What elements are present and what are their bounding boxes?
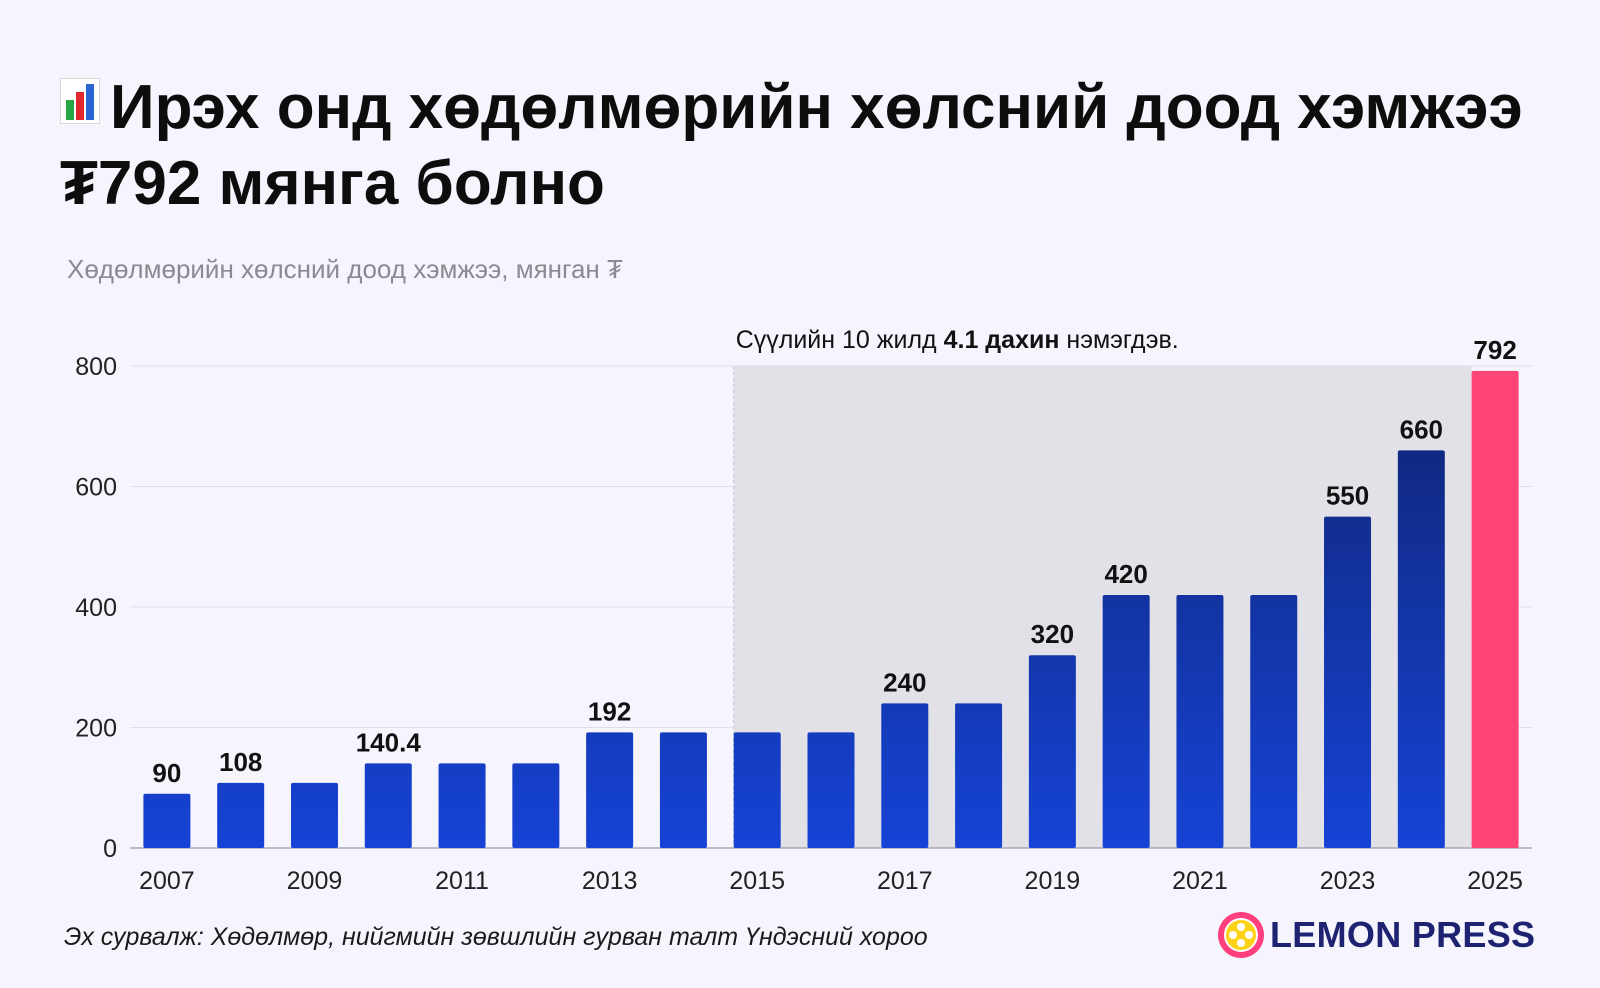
y-tick-label: 600 <box>75 474 117 502</box>
chart-subtitle: Хөдөлмөрийн хөлсний доод хэмжээ, мянган … <box>67 254 623 284</box>
bar-2007 <box>143 793 191 848</box>
x-tick-label: 2025 <box>1467 867 1523 895</box>
bar-2017 <box>881 703 929 848</box>
x-tick-label: 2019 <box>1025 867 1081 895</box>
x-tick-label: 2011 <box>435 867 489 895</box>
title-text: Ирэх онд хөдөлмөрийн хөлсний доод хэмжээ… <box>60 73 1523 218</box>
x-tick-label: 2009 <box>287 867 343 895</box>
value-label-2019: 320 <box>1031 619 1074 649</box>
x-tick-label: 2007 <box>139 867 195 895</box>
value-label-2023: 550 <box>1326 481 1369 511</box>
bar-2011 <box>438 763 486 848</box>
value-label-2007: 90 <box>152 758 181 788</box>
x-tick-label: 2023 <box>1320 867 1376 895</box>
y-tick-label: 200 <box>75 715 117 743</box>
lemon-press-logo: LEMON PRESS <box>1218 910 1538 960</box>
source-note: Эх сурвалж: Хөдөлмөр, нийгмийн зөвшлийн … <box>64 923 928 951</box>
bar-2009 <box>290 782 338 848</box>
bar-2025 <box>1471 370 1519 848</box>
value-label-2010: 140.4 <box>356 727 422 757</box>
x-tick-label: 2017 <box>877 867 933 895</box>
bar-2014 <box>659 732 707 848</box>
bar-2016 <box>807 732 855 848</box>
value-label-2008: 108 <box>219 747 262 777</box>
bar-2020 <box>1102 594 1150 848</box>
bar-2008 <box>217 782 265 848</box>
annotation-text: Сүүлийн 10 жилд 4.1 дахин нэмэгдэв. <box>736 326 1179 354</box>
value-label-2020: 420 <box>1104 559 1147 589</box>
bar-chart-emoji-icon <box>60 78 100 124</box>
bar-2022 <box>1250 594 1298 848</box>
bar-2021 <box>1176 594 1224 848</box>
bar-2012 <box>512 763 560 848</box>
value-label-2013: 192 <box>588 696 631 726</box>
y-tick-label: 0 <box>103 835 117 863</box>
bar-2019 <box>1028 655 1076 848</box>
x-tick-label: 2013 <box>582 867 638 895</box>
bar-2018 <box>955 703 1003 848</box>
logo-text: LEMON PRESS <box>1270 914 1536 955</box>
bar-2010 <box>364 763 412 848</box>
value-label-2025: 792 <box>1473 335 1516 365</box>
y-tick-label: 800 <box>75 353 117 381</box>
bar-2023 <box>1324 516 1372 848</box>
bar-2024 <box>1397 450 1445 848</box>
value-label-2017: 240 <box>883 667 926 697</box>
x-tick-label: 2015 <box>729 867 785 895</box>
bar-2015 <box>733 732 781 848</box>
x-tick-label: 2021 <box>1172 867 1228 895</box>
page-title: Ирэх онд хөдөлмөрийн хөлсний доод хэмжээ… <box>60 70 1540 222</box>
lemon-logo-icon <box>1218 912 1264 958</box>
value-label-2024: 660 <box>1400 414 1443 444</box>
y-tick-label: 400 <box>75 594 117 622</box>
bar-2013 <box>586 732 634 848</box>
